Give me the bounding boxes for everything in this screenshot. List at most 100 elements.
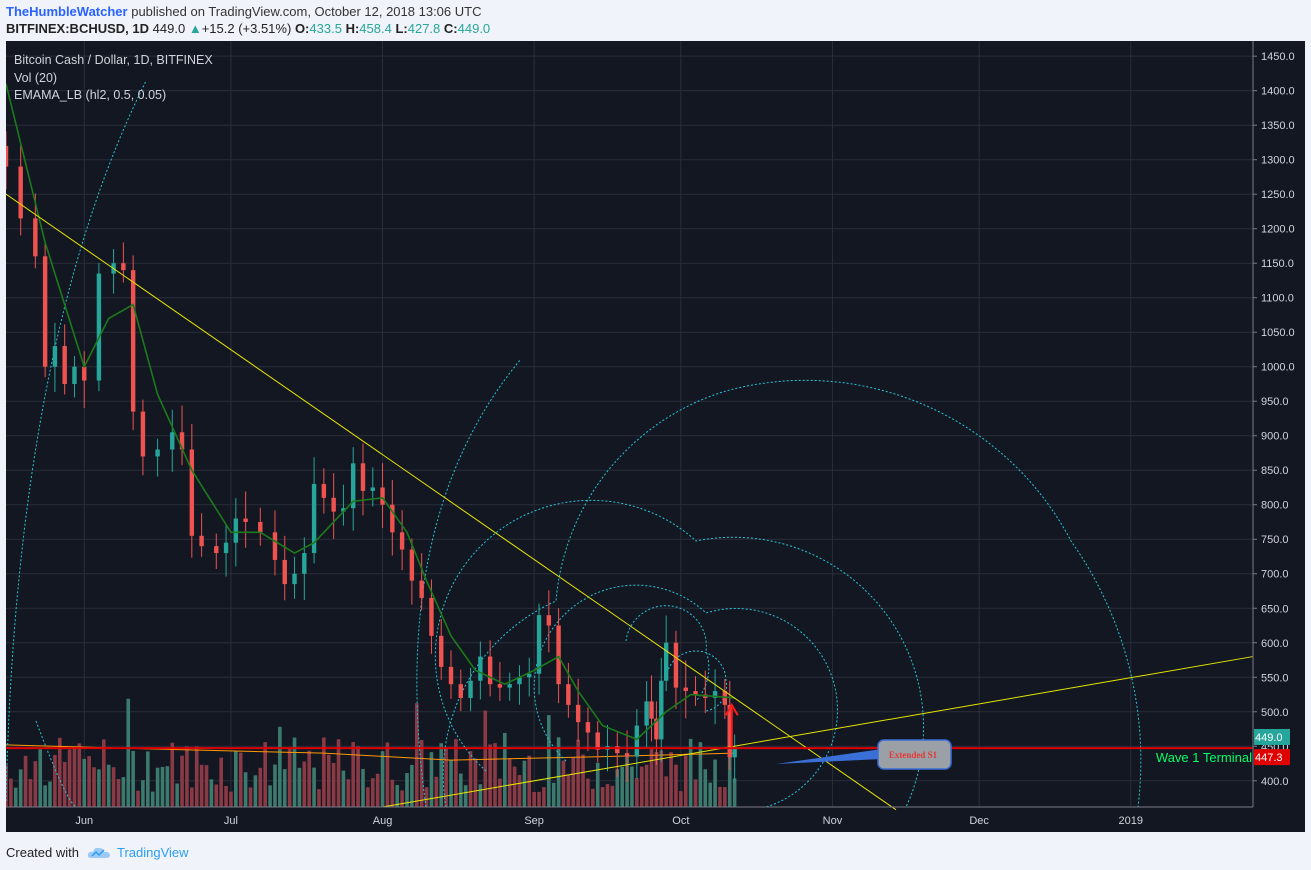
volume-bar [121,777,126,807]
candle-body [497,684,503,688]
publisher-link[interactable]: TheHumbleWatcher [6,4,128,19]
volume-bar [28,779,33,807]
volume-bar [336,739,341,807]
volume-bar [512,766,517,807]
volume-bar [92,767,96,807]
candle-body [380,487,385,505]
volume-bar [522,760,527,807]
volume-bar [165,766,170,807]
spiral-arc [434,499,925,808]
candle-body [663,642,669,681]
volume-bar [209,779,214,807]
resistance-trendline [6,193,897,811]
candle-body [429,597,434,636]
symbol-line: BITFINEX:BCHUSD, 1D 449.0 ▲+15.2 (+3.51%… [6,21,490,36]
volume-bar [561,760,566,807]
y-tick-label: 1200.0 [1261,224,1295,236]
candle-body [72,366,77,384]
volume-bar [683,753,688,807]
low-label: L: [395,21,408,36]
volume-bar [278,726,282,807]
volume-bar [13,787,18,807]
volume-bar [439,743,444,807]
candle-body [82,366,87,381]
candle-body [370,487,375,491]
candle-body [615,746,620,754]
volume-bar [488,744,492,807]
candle-body [634,725,640,757]
volume-bar [688,738,693,807]
volume-bar [468,751,473,807]
volume-bar [234,751,238,807]
volume-bar [586,778,590,807]
volume-bar [507,758,512,807]
candle-body [130,270,136,412]
volume-bar [503,732,507,807]
volume-bar [346,779,351,807]
candle-body [258,521,263,533]
volume-bar [48,781,52,807]
chart-panel[interactable]: 400.0 450.0 500.0 550.0 600.0 650.0 700.0 750.0… [6,41,1305,832]
volume-bar [532,791,536,807]
volume-bar [18,769,23,807]
y-tick-label: 550.0 [1261,672,1289,684]
tradingview-link[interactable]: TradingView [116,845,189,860]
candle-body [272,532,278,560]
volume-bar [615,769,620,807]
volume-bar [97,769,101,807]
volume-bar [708,782,712,807]
candle-body [214,546,219,554]
candle-body [390,504,395,533]
volume-bar [131,750,135,807]
volume-bar [395,785,400,807]
tradingview-logo-icon [87,846,111,860]
x-tick-label: Sep [524,815,544,827]
spiral-arc [6,80,147,802]
volume-bar [375,773,380,807]
volume-bar [635,777,639,807]
candle-body [487,656,493,685]
grid [6,41,1253,807]
price-tag-last: 449.0 [1255,732,1283,744]
candle-body [292,573,297,585]
volume-bar [605,784,610,807]
price-tag-line: 447.3 [1255,752,1283,764]
price-chart[interactable]: 400.0450.0500.0550.0600.0650.0700.0750.0… [6,41,1305,832]
volume-bar [380,751,385,807]
candle-body [96,273,102,381]
volume-bar [243,772,248,807]
candle-body [546,615,552,626]
candle-body [556,625,561,685]
volume-bar [38,749,43,807]
y-tick-label: 1350.0 [1261,120,1295,132]
candle-body [536,615,542,674]
volume-bar [556,737,561,807]
candle-body [351,463,356,509]
volume-bar [649,749,654,807]
candle-body [732,746,737,758]
y-tick-label: 400.0 [1261,776,1289,788]
candle-body [42,256,48,367]
axes: 400.0450.0500.0550.0600.0650.0700.0750.0… [6,41,1295,827]
volume-bar [62,761,67,807]
volume-bar [610,785,615,807]
volume-bar [566,774,571,807]
candle-body [659,680,664,740]
y-tick-label: 700.0 [1261,569,1289,581]
volume-bar [478,784,483,807]
candle-body [566,684,571,705]
volume-bar [444,748,448,807]
volume-bar [591,788,595,807]
volume-bar [258,767,263,807]
x-tick-label: 2019 [1119,815,1143,827]
candle-body [654,718,659,740]
volume-bar [155,767,160,807]
candle-body [527,673,532,678]
support-trendline [382,656,1254,808]
overlay-lines [6,83,1254,811]
volume-bar [424,787,429,807]
volume-bar [414,703,419,807]
volume-bar [454,739,458,807]
volume-bar [111,767,116,807]
volume-bar [674,764,678,807]
